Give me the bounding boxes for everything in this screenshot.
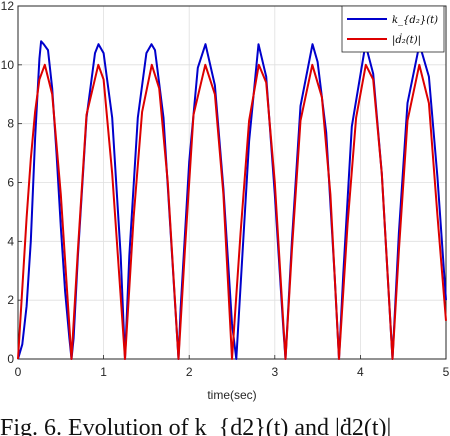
y-tick-label: 10 bbox=[1, 58, 15, 72]
x-tick-label: 5 bbox=[443, 365, 450, 379]
y-tick-label: 8 bbox=[7, 117, 14, 131]
y-tick-label: 0 bbox=[7, 352, 14, 366]
x-tick-label: 4 bbox=[357, 365, 364, 379]
y-tick-label: 4 bbox=[7, 234, 14, 248]
x-tick-label: 3 bbox=[271, 365, 278, 379]
legend-label-1: |ḋ₂(t)| bbox=[392, 34, 421, 46]
series-lines bbox=[17, 40, 447, 360]
y-tick-label: 2 bbox=[7, 293, 14, 307]
series-line-0 bbox=[17, 40, 447, 360]
series-line-1 bbox=[17, 63, 447, 360]
figure-caption: Fig. 6. Evolution of k_{d2}(t) and |ḋ2(t… bbox=[0, 416, 392, 436]
x-tick-label: 1 bbox=[100, 365, 107, 379]
y-tick-label: 6 bbox=[7, 176, 14, 190]
legend-box bbox=[341, 5, 445, 53]
legend: k_{d₂}(t) |ḋ₂(t)| bbox=[341, 5, 445, 53]
legend-label-0: k_{d₂}(t) bbox=[392, 15, 438, 26]
x-axis-title: time(sec) bbox=[207, 388, 256, 402]
y-tick-label: 12 bbox=[1, 0, 15, 13]
x-tick-label: 0 bbox=[15, 365, 22, 379]
x-tick-label: 2 bbox=[186, 365, 193, 379]
